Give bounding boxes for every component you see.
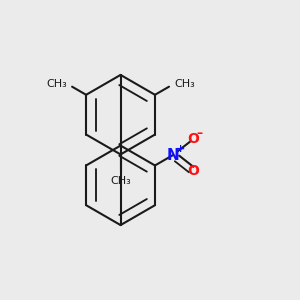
Text: –: –: [197, 127, 203, 140]
Text: CH₃: CH₃: [110, 176, 131, 187]
Text: CH₃: CH₃: [174, 79, 195, 89]
Text: N: N: [167, 148, 179, 163]
Text: O: O: [188, 164, 200, 178]
Text: CH₃: CH₃: [46, 79, 67, 89]
Text: +: +: [176, 144, 185, 154]
Text: O: O: [188, 132, 200, 146]
